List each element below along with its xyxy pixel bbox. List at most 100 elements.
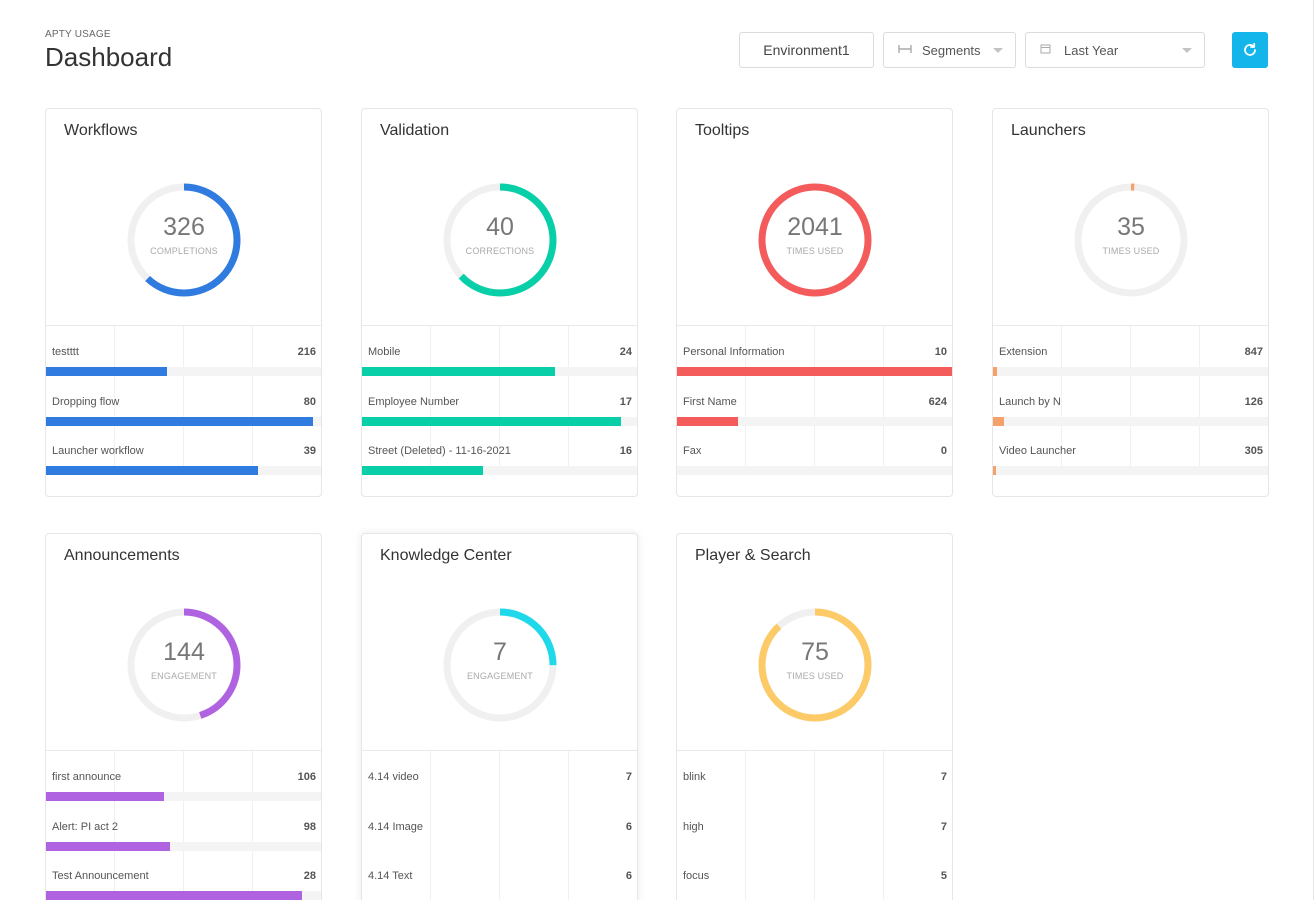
metric-total: 144	[163, 638, 205, 666]
list-item[interactable]: Launcher workflow 39	[46, 425, 321, 475]
item-label: Fax	[683, 445, 702, 457]
date-range-dropdown[interactable]: Last Year	[1025, 32, 1205, 68]
item-value: 106	[297, 771, 316, 783]
ring-progress	[758, 183, 872, 297]
list-item[interactable]: Extension 847	[993, 326, 1268, 376]
item-bar-fill	[46, 792, 165, 801]
list-item[interactable]: 4.14 Text 6	[362, 850, 637, 900]
item-value: 6	[625, 820, 632, 833]
page-header: APTY USAGE Dashboard	[45, 29, 172, 73]
item-label: Dropping flow	[52, 395, 120, 408]
page-title: Dashboard	[45, 42, 173, 72]
card-header: Launchers 35 TIMES USED	[993, 109, 1268, 326]
item-bar-fill	[362, 367, 555, 376]
item-bar-track	[362, 367, 637, 376]
list-item[interactable]: Fax 0	[677, 425, 952, 475]
grid-divider	[745, 326, 746, 475]
list-item[interactable]: Employee Number 17	[362, 376, 637, 426]
metric-caption: TIMES USED	[786, 246, 844, 256]
list-item[interactable]: high 7	[677, 801, 952, 851]
list-item[interactable]: Launch by N 126	[993, 376, 1268, 426]
list-item[interactable]: 4.14 video 7	[362, 751, 637, 801]
grid-divider	[499, 326, 500, 475]
refresh-button[interactable]	[1232, 32, 1268, 68]
list-item[interactable]: focus 5	[677, 850, 952, 900]
item-bar-fill	[46, 367, 167, 376]
card-title: Player & Search	[695, 547, 811, 564]
item-bar-fill	[993, 367, 998, 376]
item-bar-track	[993, 466, 1268, 475]
list-item[interactable]: Mobile 24	[362, 326, 637, 376]
item-label: Alert: PI act 2	[52, 820, 119, 833]
grid-divider	[883, 751, 884, 900]
list-item[interactable]: Video Launcher 305	[993, 425, 1268, 475]
item-bar-track	[46, 841, 321, 851]
ring-progress	[758, 608, 872, 722]
grid-divider	[1061, 326, 1062, 475]
date-range-label: Last Year	[1064, 42, 1119, 58]
card-title: Tooltips	[695, 122, 750, 139]
card-header: Validation 40 CORRECTIONS	[362, 109, 637, 326]
list-item[interactable]: first announce 106	[46, 751, 321, 801]
item-bar-track	[993, 416, 1268, 426]
item-label: 4.14 Text	[368, 870, 413, 882]
item-bar-track	[362, 466, 637, 475]
item-label: first announce	[52, 771, 122, 783]
list-item[interactable]: testttt 216	[46, 326, 321, 376]
item-value: 0	[940, 445, 947, 457]
card-title: Launchers	[1011, 122, 1086, 139]
grid-divider	[1199, 326, 1200, 475]
donut-ring	[127, 183, 241, 297]
list-item[interactable]: blink 7	[677, 751, 952, 801]
item-label: testttt	[52, 346, 79, 358]
list-item[interactable]: Test Announcement 28	[46, 850, 321, 900]
card-items: blink 7 high 7 focus 5	[677, 751, 952, 900]
item-bar-fill	[46, 891, 302, 900]
card-validation[interactable]: Validation 40 CORRECTIONS Mobile 24 Empl…	[361, 108, 638, 497]
item-label: Test Announcement	[52, 870, 149, 882]
card-workflows[interactable]: Workflows 326 COMPLETIONS testttt 216 Dr…	[45, 108, 322, 497]
grid-divider	[1130, 326, 1131, 475]
card-header: Player & Search 75 TIMES USED	[677, 534, 952, 751]
card-header: Announcements 144 ENGAGEMENT	[46, 534, 321, 751]
list-item[interactable]: First Name 624	[677, 376, 952, 426]
item-value: 624	[928, 395, 947, 408]
segments-dropdown[interactable]: Segments	[883, 32, 1016, 68]
grid-divider	[745, 751, 746, 900]
item-label: Street (Deleted) - 11-16-2021	[368, 445, 511, 457]
donut-ring	[127, 608, 241, 722]
card-announcements[interactable]: Announcements 144 ENGAGEMENT first annou…	[45, 533, 322, 900]
item-value: 7	[940, 771, 947, 783]
card-tooltips[interactable]: Tooltips 2041 TIMES USED Personal Inform…	[676, 108, 953, 497]
item-bar-track	[677, 416, 952, 426]
grid-divider	[814, 326, 815, 475]
item-value: 5	[940, 870, 947, 882]
ring-progress	[443, 608, 557, 722]
grid-divider	[183, 326, 184, 475]
list-item[interactable]: Street (Deleted) - 11-16-2021 16	[362, 425, 637, 475]
item-label: Extension	[999, 346, 1048, 358]
metric-caption: TIMES USED	[786, 671, 844, 681]
grid-divider	[114, 326, 115, 475]
segments-label: Segments	[922, 42, 981, 58]
item-value: 216	[297, 346, 316, 358]
grid-divider	[568, 751, 569, 900]
list-item[interactable]: Dropping flow 80	[46, 376, 321, 426]
donut-ring	[443, 608, 557, 722]
card-player-search[interactable]: Player & Search 75 TIMES USED blink 7 hi…	[676, 533, 953, 900]
list-item[interactable]: Alert: PI act 2 98	[46, 801, 321, 851]
card-launchers[interactable]: Launchers 35 TIMES USED Extension 847 La…	[992, 108, 1269, 497]
item-value: 7	[625, 771, 632, 783]
card-knowledge-center[interactable]: Knowledge Center 7 ENGAGEMENT 4.14 video…	[361, 533, 638, 900]
calendar-icon	[1040, 43, 1054, 57]
card-title: Announcements	[64, 547, 180, 564]
list-item[interactable]: Personal Information 10	[677, 326, 952, 376]
item-bar-fill	[677, 367, 952, 376]
item-bar-fill	[993, 466, 997, 475]
item-bar-track	[46, 466, 321, 475]
item-value: 16	[619, 445, 632, 457]
environment-selector[interactable]: Environment1	[739, 32, 874, 68]
segments-icon	[898, 43, 912, 57]
list-item[interactable]: 4.14 Image 6	[362, 801, 637, 851]
item-label: Video Launcher	[999, 445, 1076, 457]
